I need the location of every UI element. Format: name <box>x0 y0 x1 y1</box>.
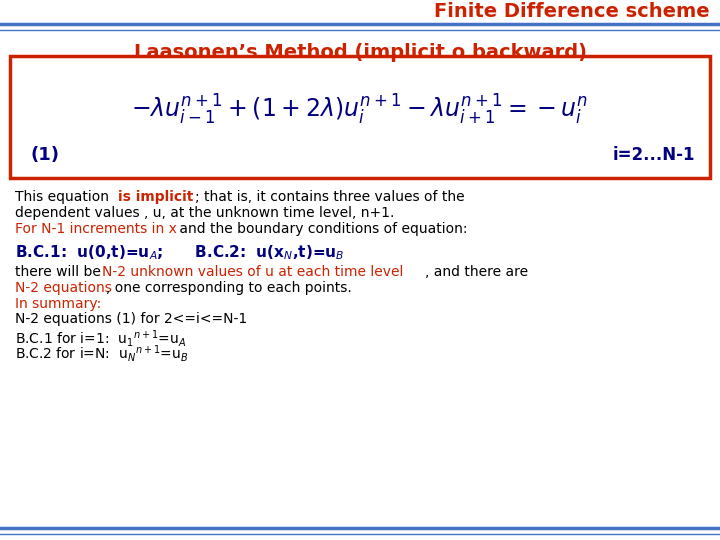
FancyBboxPatch shape <box>10 56 710 178</box>
Text: , one corresponding to each points.: , one corresponding to each points. <box>106 281 352 295</box>
Text: For N-1 increments in x: For N-1 increments in x <box>15 222 177 237</box>
Text: is implicit: is implicit <box>118 190 194 204</box>
Text: N-2 unknown values of u at each time level: N-2 unknown values of u at each time lev… <box>102 265 403 279</box>
Text: , and there are: , and there are <box>425 265 528 279</box>
Text: dependent values , u, at the unknown time level, n+1.: dependent values , u, at the unknown tim… <box>15 206 395 220</box>
Text: This equation: This equation <box>15 190 113 204</box>
Text: B.C.2 for i=N:  u$_N$$^{n+1}$=u$_B$: B.C.2 for i=N: u$_N$$^{n+1}$=u$_B$ <box>15 343 189 364</box>
Text: N-2 equations: N-2 equations <box>15 281 112 295</box>
Text: (1): (1) <box>30 146 59 164</box>
Text: N-2 equations (1) for 2<=i<=N-1: N-2 equations (1) for 2<=i<=N-1 <box>15 312 247 326</box>
Text: i=2...N-1: i=2...N-1 <box>613 146 695 164</box>
Text: and the boundary conditions of equation:: and the boundary conditions of equation: <box>175 222 467 237</box>
Text: there will be: there will be <box>15 265 105 279</box>
Text: ; that is, it contains three values of the: ; that is, it contains three values of t… <box>195 190 464 204</box>
Text: Finite Difference scheme: Finite Difference scheme <box>434 2 710 21</box>
Text: B.C.1:  u(0,t)=u$_A$;      B.C.2:  u(x$_N$,t)=u$_B$: B.C.1: u(0,t)=u$_A$; B.C.2: u(x$_N$,t)=u… <box>15 244 345 262</box>
Text: $-\lambda u_{i-1}^{n+1} + (1+2\lambda)u_i^{n+1} - \lambda u_{i+1}^{n+1} = -u_i^{: $-\lambda u_{i-1}^{n+1} + (1+2\lambda)u_… <box>132 93 588 127</box>
Text: B.C.1 for i=1:  u$_1$$^{n+1}$=u$_A$: B.C.1 for i=1: u$_1$$^{n+1}$=u$_A$ <box>15 328 186 349</box>
Text: Laasonen’s Method (implicit o backward): Laasonen’s Method (implicit o backward) <box>133 43 587 62</box>
Text: In summary:: In summary: <box>15 296 102 310</box>
